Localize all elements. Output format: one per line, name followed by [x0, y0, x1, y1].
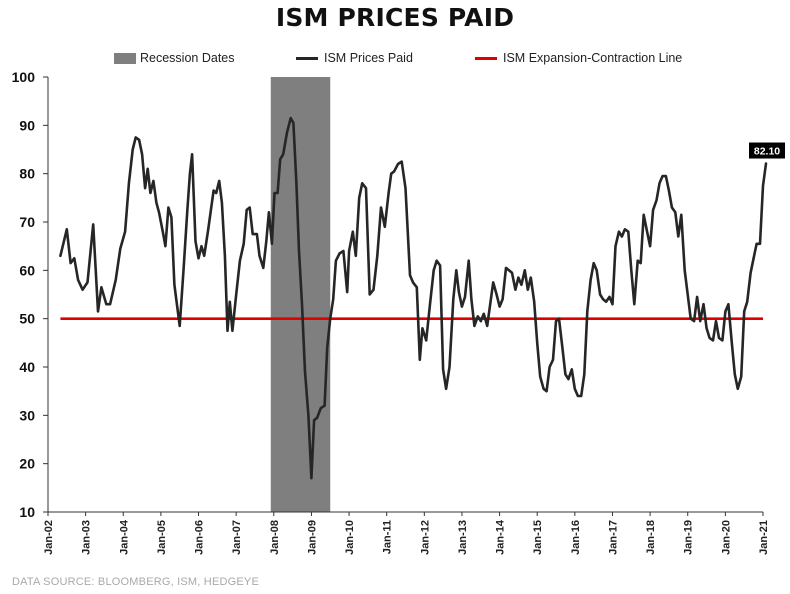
y-tick-label: 60 — [19, 262, 35, 278]
x-tick-label: Jan-14 — [495, 519, 507, 555]
source-note: DATA SOURCE: BLOOMBERG, ISM, HEDGEYE — [12, 576, 260, 588]
y-tick-label: 10 — [19, 504, 35, 520]
x-tick-label: Jan-04 — [118, 519, 130, 555]
series-line-ism-prices-paid — [59, 116, 768, 480]
x-tick-label: Jan-10 — [344, 520, 356, 555]
last-value-label: 82.10 — [754, 146, 780, 158]
chart-title: ISM PRICES PAID — [275, 3, 515, 32]
x-tick-label: Jan-08 — [269, 520, 281, 555]
x-tick-label: Jan-17 — [607, 520, 619, 555]
legend-item-prices-paid: ISM Prices Paid — [296, 48, 413, 68]
y-tick-label: 80 — [19, 166, 35, 182]
x-tick-label: Jan-03 — [81, 520, 93, 555]
legend: Recession Dates ISM Prices Paid ISM Expa… — [0, 48, 790, 68]
x-tick-label: Jan-19 — [683, 520, 695, 555]
x-tick-label: Jan-11 — [382, 520, 394, 554]
y-tick-label: 70 — [19, 214, 35, 230]
x-tick-label: Jan-12 — [419, 520, 431, 555]
x-tick-label: Jan-02 — [43, 520, 55, 555]
y-tick-label: 40 — [19, 359, 35, 375]
y-tick-label: 20 — [19, 456, 35, 472]
legend-swatch-prices-paid — [296, 56, 318, 60]
x-tick-label: Jan-09 — [306, 520, 318, 555]
last-value-box — [749, 142, 786, 159]
x-tick-label: Jan-21 — [758, 520, 770, 555]
x-tick-label: Jan-05 — [156, 520, 168, 555]
x-tick-label: Jan-06 — [194, 520, 206, 555]
legend-item-recession: Recession Dates — [114, 48, 235, 68]
x-tick-label: Jan-18 — [645, 520, 657, 555]
legend-label-expansion-line: ISM Expansion-Contraction Line — [503, 51, 683, 65]
last-value-callout: 82.10 — [749, 142, 786, 159]
x-tick-label: Jan-07 — [231, 520, 243, 555]
legend-label-prices-paid: ISM Prices Paid — [324, 51, 413, 65]
y-tick-label: 90 — [19, 117, 35, 133]
x-tick-label: Jan-20 — [720, 520, 732, 555]
legend-item-expansion-line: ISM Expansion-Contraction Line — [475, 48, 682, 68]
legend-label-recession: Recession Dates — [140, 51, 235, 65]
legend-swatch-expansion-line — [475, 56, 497, 60]
y-tick-label: 50 — [19, 311, 35, 327]
y-tick-label: 100 — [12, 69, 36, 85]
x-tick-label: Jan-13 — [457, 520, 469, 555]
y-tick-label: 30 — [19, 407, 35, 423]
x-tick-label: Jan-15 — [532, 520, 544, 555]
x-tick-label: Jan-16 — [570, 520, 582, 555]
legend-swatch-recession — [114, 52, 136, 64]
